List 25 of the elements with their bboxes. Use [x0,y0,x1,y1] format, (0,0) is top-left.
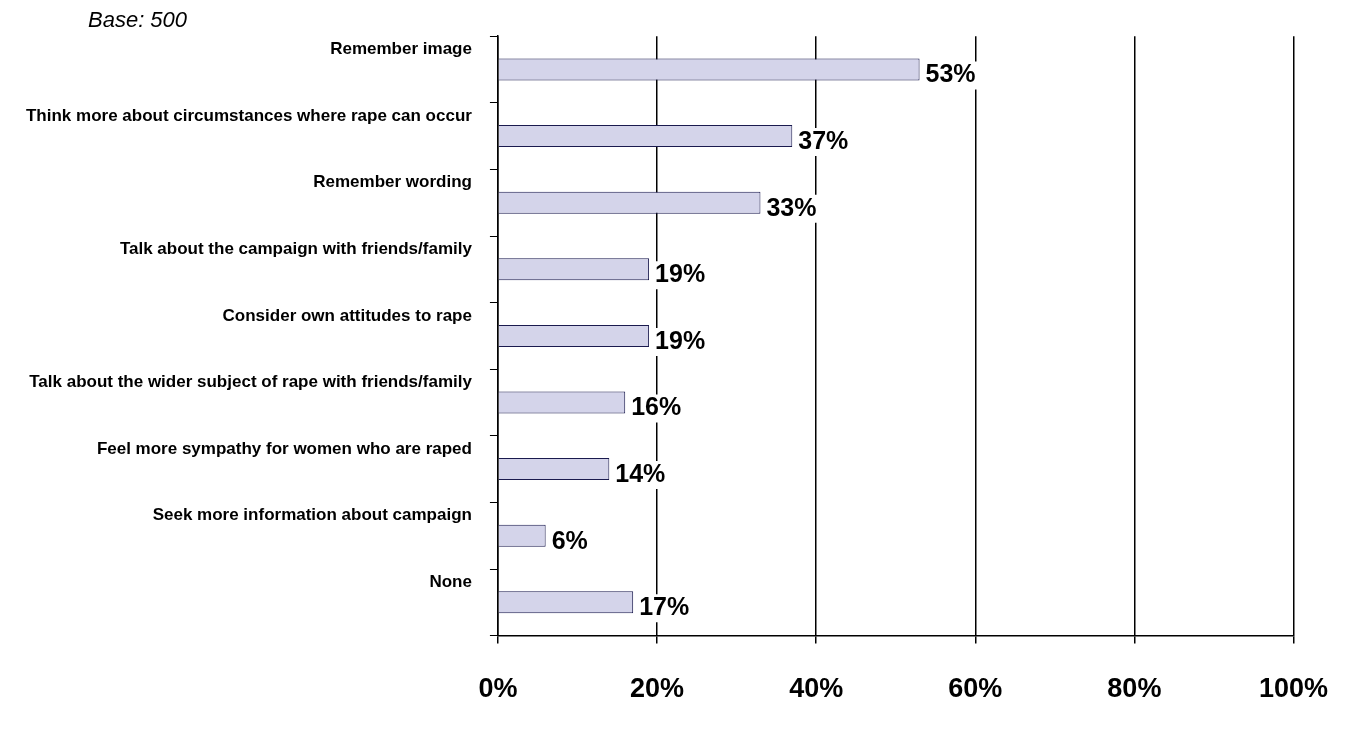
data-label: 16% [631,392,682,421]
text: Base: 500 [88,7,188,33]
data-label: 19% [655,259,706,288]
data-label: 14% [615,458,666,487]
y-tick-label: Seek more information about campaign [152,505,472,525]
y-tick-label: Consider own attitudes to rape [222,305,472,325]
y-tick-label: Think more about circumstances where rape can occur [25,105,473,125]
y-tick-label: Remember wording [313,172,472,192]
data-label: 37% [798,125,849,154]
data-label: 19% [655,325,706,354]
data-label: 17% [639,592,690,621]
y-tick-label: Feel more sympathy for women who are raped [96,438,472,458]
x-tick-label: 60% [948,673,1003,704]
x-tick-label: 20% [630,673,685,704]
data-label: 53% [925,59,976,88]
x-tick-label: 40% [789,673,844,704]
x-tick-label: 0% [478,673,518,704]
data-label: 33% [766,192,817,221]
y-tick-label: Talk about the campaign with friends/family [119,238,473,258]
data-label: 6% [551,525,588,554]
y-tick-label: Remember image [330,39,472,59]
y-tick-label: None [429,571,472,591]
x-tick-label: 80% [1107,673,1162,704]
x-tick-label: 100% [1258,673,1328,704]
y-tick-label: Talk about the wider subject of rape with friends/family [29,372,473,392]
